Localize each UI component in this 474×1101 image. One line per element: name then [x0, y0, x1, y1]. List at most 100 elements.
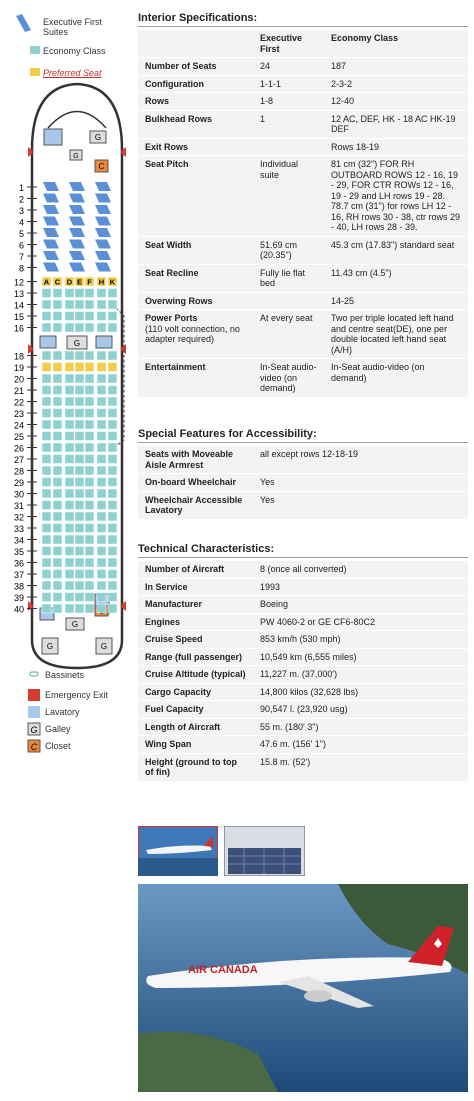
seat — [96, 373, 107, 384]
table-row: Bulkhead Rows 1 12 AC, DEF, HK - 18 AC HK-… — [138, 110, 468, 139]
seat — [74, 362, 85, 372]
spec-label: Manufacturer — [138, 595, 253, 614]
label-text: Seat Pitch — [145, 159, 189, 169]
table-row: Number of Seats 24 187 — [138, 57, 468, 76]
seat — [84, 488, 95, 499]
seat — [74, 569, 85, 579]
table-row: Executive First Economy Class — [138, 30, 468, 58]
seat — [64, 523, 75, 533]
spec-label: Rows — [138, 92, 253, 111]
closet — [94, 159, 109, 173]
seat — [64, 488, 75, 499]
seat — [84, 465, 95, 476]
spec-label: Number of Aircraft — [138, 561, 253, 579]
spec-value: 8 (once all converted) — [253, 561, 468, 579]
seat — [74, 288, 85, 298]
seat — [84, 362, 95, 372]
seat — [64, 511, 75, 522]
seat — [41, 454, 52, 464]
galley — [89, 130, 107, 144]
seat — [107, 534, 118, 545]
row-number: 15 — [14, 312, 24, 322]
seat — [41, 592, 52, 602]
seat — [107, 350, 118, 361]
spec-label: Seat Recline — [138, 264, 253, 293]
section-title: Interior Specifications: — [138, 12, 468, 27]
seat — [84, 396, 95, 407]
suite-seat — [95, 262, 111, 272]
spec-label: Range (full passenger) — [138, 648, 253, 666]
label-text: Entertainment — [145, 362, 206, 372]
seat — [41, 511, 52, 522]
legend-label: Executive First Suites — [43, 17, 103, 37]
seat — [74, 511, 85, 522]
label-note: (110 volt connection, no adapter require… — [145, 323, 240, 345]
row-number: 21 — [14, 386, 24, 396]
seat — [84, 557, 95, 568]
seat — [96, 454, 107, 464]
row-number: 35 — [14, 547, 24, 557]
suite-seat — [43, 251, 59, 260]
first-class-value — [253, 138, 324, 156]
seat — [107, 431, 118, 441]
seat — [41, 442, 52, 453]
spec-value: 55 m. (180' 3") — [253, 718, 468, 736]
seat — [96, 511, 107, 522]
table-row: Length of Aircraft 55 m. (180' 3") — [138, 718, 468, 736]
seat — [96, 288, 107, 298]
seat — [84, 511, 95, 522]
seat — [52, 488, 63, 499]
row-number: 38 — [14, 582, 24, 592]
row-number: 7 — [19, 252, 24, 262]
economy-value: 81 cm (32") FOR RH OUTBOARD ROWS 12 - 16… — [324, 155, 468, 237]
suite-seat — [69, 193, 85, 203]
seat — [84, 276, 95, 287]
label-text: Seat Width — [145, 239, 192, 250]
technical-table: Number of Aircraft 8 (once all converted)… — [138, 561, 468, 782]
galley — [66, 335, 88, 350]
seat — [52, 299, 63, 310]
row-number: 32 — [14, 513, 24, 523]
economy-value: 12 AC, DEF, HK - 18 AC HK-19 DEF — [324, 110, 468, 139]
seat — [52, 288, 63, 298]
seat — [64, 322, 75, 333]
spec-label: Seat Width — [138, 236, 253, 265]
galley-label: G — [73, 153, 78, 160]
galley-label: G — [95, 133, 101, 142]
seat — [52, 580, 63, 591]
seat — [52, 396, 63, 407]
spec-label: Configuration — [138, 75, 253, 93]
spec-label: Length of Aircraft — [138, 718, 253, 736]
seat — [74, 592, 85, 602]
seat — [74, 454, 85, 464]
seat — [84, 385, 95, 395]
suite-seat — [95, 182, 111, 191]
seat — [84, 322, 95, 333]
label-text: Bulkhead Rows — [145, 113, 213, 124]
seat — [52, 557, 63, 568]
livery-text: AIR CANADA — [188, 964, 258, 976]
seat — [107, 419, 118, 430]
seat — [52, 546, 63, 556]
seat — [84, 431, 95, 441]
seat — [96, 362, 107, 372]
table-row: Seats with Moveable Aisle Armrest all exc… — [138, 446, 468, 474]
spec-value: Yes — [253, 491, 468, 520]
first-class-value: 24 — [253, 57, 324, 76]
seat — [84, 350, 95, 361]
seat — [64, 465, 75, 476]
row-number: 24 — [14, 421, 24, 431]
seat — [64, 592, 75, 602]
row-number: 12 — [14, 278, 24, 288]
spec-label: Cruise Altitude (typical) — [138, 665, 253, 684]
seat — [84, 523, 95, 533]
seat — [64, 419, 75, 430]
seat — [107, 362, 118, 372]
seat — [52, 350, 63, 361]
economy-value: 14-25 — [324, 292, 468, 310]
spec-label: Wheelchair Accessible Lavatory — [138, 491, 253, 520]
galley — [95, 637, 113, 655]
seat — [96, 442, 107, 453]
seat — [107, 546, 118, 556]
